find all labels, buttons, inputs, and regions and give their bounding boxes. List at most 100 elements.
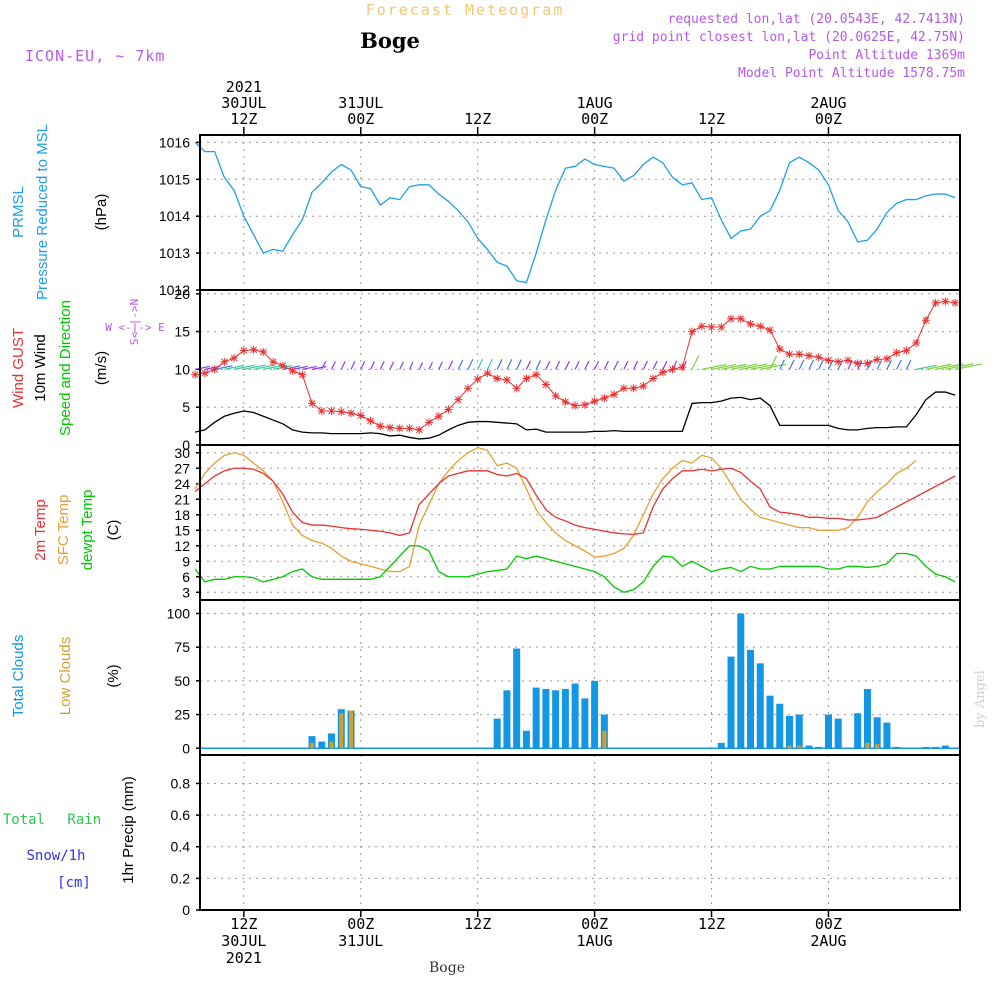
wind-arrow xyxy=(662,360,668,370)
snow-label: Snow/1h xyxy=(26,848,85,864)
wind-arrow xyxy=(876,360,883,370)
wind-arrow xyxy=(613,360,619,370)
total-cloud-bar xyxy=(941,745,949,749)
total-clouds-label: Total Clouds xyxy=(10,635,27,718)
low-cloud-bar xyxy=(787,745,792,749)
wind-arrow xyxy=(224,364,245,370)
dewpt-label: dewpt Temp xyxy=(79,490,96,571)
y-tick-label: 0.2 xyxy=(171,870,191,886)
bottom-time-label: 30JUL xyxy=(221,932,266,950)
gust-marker xyxy=(239,346,248,355)
y-tick-label: 12 xyxy=(174,538,190,554)
wind-arrow xyxy=(369,361,375,370)
wind-arrow xyxy=(916,364,937,370)
y-tick-label: 15 xyxy=(174,324,190,340)
wind-arrow xyxy=(847,360,853,370)
gust-marker xyxy=(366,416,375,425)
gridpoint-coords: grid point closest lon,lat (20.0625E, 42… xyxy=(613,30,965,45)
wind-arrow xyxy=(311,365,327,370)
bottom-time-label: 12Z xyxy=(230,915,257,933)
gust-marker xyxy=(766,326,774,335)
wind-arrow xyxy=(399,361,404,370)
gust-marker xyxy=(639,382,648,391)
wind-arrow xyxy=(302,365,317,370)
total-cloud-bar xyxy=(493,718,501,749)
gust-marker xyxy=(580,400,589,409)
gust-marker xyxy=(551,391,560,400)
total-cloud-bar xyxy=(932,746,940,749)
gust-marker xyxy=(931,298,940,307)
y-tick-label: 5 xyxy=(182,399,190,415)
wind-arrow xyxy=(574,360,580,370)
y-tick-label: 3 xyxy=(182,584,190,600)
wind-arrow xyxy=(721,363,747,370)
gust-marker xyxy=(493,374,502,383)
model-altitude: Model Point Altitude 1578.75m xyxy=(738,66,965,81)
wind-speed-line xyxy=(194,391,956,440)
gust-marker xyxy=(795,350,804,359)
total-cloud-bar xyxy=(737,613,745,749)
total-cloud-bar xyxy=(863,688,871,749)
y-tick-label: 10 xyxy=(174,361,190,377)
gust-marker xyxy=(902,346,911,355)
bottom-time-label: 12Z xyxy=(464,915,491,933)
wind-panel: 0 5 10 15 20 xyxy=(174,286,983,453)
gust-marker xyxy=(395,424,404,433)
prmsl-panel: 1012 1013 1014 1015 1016 xyxy=(159,134,961,298)
gust-marker xyxy=(454,395,463,404)
gust-marker xyxy=(230,354,239,363)
y-tick-label: 1014 xyxy=(159,208,190,224)
wind-arrow xyxy=(379,361,385,370)
total-cloud-bar xyxy=(328,733,336,749)
wind-arrow xyxy=(486,358,493,370)
gust-marker xyxy=(746,320,755,329)
low-cloud-bar xyxy=(797,745,802,749)
gust-marker xyxy=(814,353,823,362)
wind-arrow xyxy=(438,361,443,370)
y-tick-label: 1015 xyxy=(159,171,190,187)
requested-coords: requested lon,lat (20.0543E, 42.7413N) xyxy=(668,12,965,27)
gust-marker xyxy=(512,384,521,393)
gust-marker xyxy=(434,412,443,421)
wind-arrow xyxy=(214,365,233,370)
wind-arrow xyxy=(730,363,758,370)
low-cloud-bar xyxy=(865,742,870,749)
total-cloud-bar xyxy=(824,714,832,749)
wind-direction-arrows xyxy=(195,355,983,370)
gust-marker xyxy=(269,357,278,366)
wind-arrow xyxy=(496,358,503,370)
wind-arrow xyxy=(350,361,356,370)
wind-arrow xyxy=(623,360,629,370)
precip-panel: 0 0.2 0.4 0.6 0.8 xyxy=(171,754,961,918)
total-cloud-bar xyxy=(883,722,891,749)
footer-location: Boge xyxy=(429,960,465,976)
gust-marker xyxy=(756,322,765,331)
y-tick-label: 75 xyxy=(174,639,190,655)
top-time-label: 1AUG xyxy=(577,94,613,112)
total-cloud-bar xyxy=(756,663,764,749)
wind-arrow xyxy=(506,359,513,370)
gust-marker xyxy=(717,323,726,332)
gust-marker xyxy=(541,380,550,389)
gust-marker xyxy=(619,384,628,393)
wind-arrow xyxy=(818,359,824,370)
gust-marker xyxy=(775,344,784,353)
bottom-time-label: 00Z xyxy=(581,915,608,933)
gust-marker xyxy=(707,323,716,332)
wind-arrow xyxy=(886,360,892,370)
wind-arrow xyxy=(516,359,522,370)
bottom-time-label: 2AUG xyxy=(810,932,846,950)
total-cloud-bar xyxy=(532,687,540,749)
wind-arrow xyxy=(788,359,795,370)
wind-arrow xyxy=(243,364,266,370)
y-tick-label: 1016 xyxy=(159,134,190,150)
top-time-label: 30JUL xyxy=(221,94,266,112)
low-cloud-bar xyxy=(339,713,344,749)
gust-marker xyxy=(951,298,960,307)
precip-unit-label: 1hr Precip (mm) xyxy=(120,776,137,884)
gust-label: Wind GUST xyxy=(10,328,27,408)
gust-marker xyxy=(590,397,599,406)
total-cloud-bar xyxy=(854,713,862,749)
y-tick-label: 18 xyxy=(174,507,190,523)
